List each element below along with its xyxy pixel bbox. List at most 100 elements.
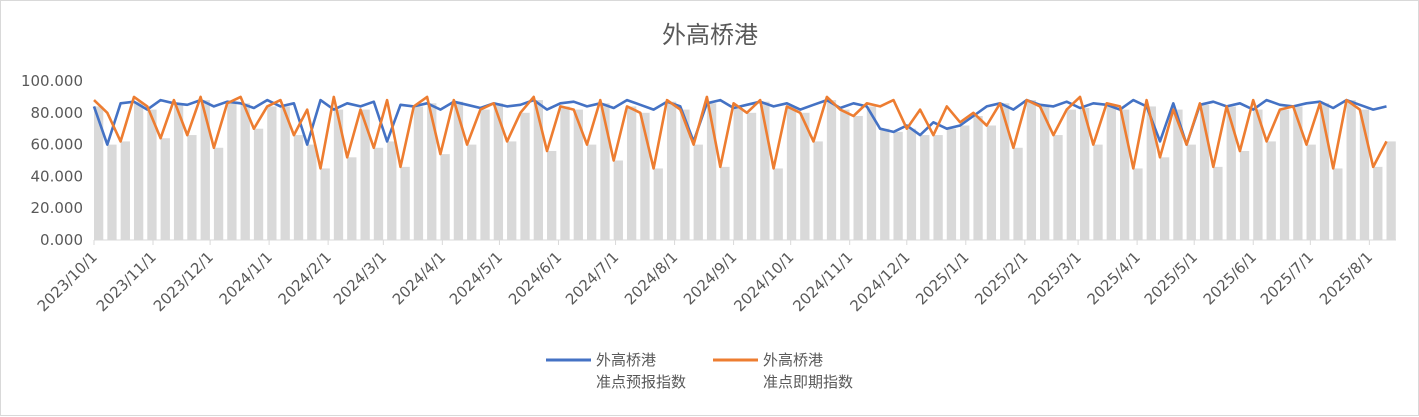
x-tick-label: 2024/5/1 [446,248,506,308]
background-bar [906,128,917,240]
x-tick-label: 2023/10/1 [34,248,101,315]
background-bar [1066,109,1076,241]
background-bar [826,100,837,240]
background-bar [560,106,570,240]
background-bar [94,106,104,240]
background-bar [1186,144,1196,240]
x-tick-label: 2025/5/1 [1141,248,1201,308]
background-bar [187,135,197,240]
background-bars [94,100,1396,241]
background-bar [1226,106,1236,240]
background-bar [533,100,544,240]
background-bar [866,106,877,240]
background-bar [666,101,677,240]
background-bar [1199,104,1210,240]
background-bar [480,109,490,241]
series-line-1 [93,95,1388,170]
background-bar [973,115,983,240]
x-tick-label: 2024/2/1 [275,248,335,308]
x-tick-label: 2023/12/1 [150,248,217,315]
background-bar [507,141,517,240]
background-bar [120,141,130,240]
background-bar [1159,157,1170,240]
background-bar [240,103,250,240]
background-bar [253,128,264,240]
background-bar [946,128,957,240]
y-tick-label: 40.000 [31,167,84,185]
background-bar [333,109,344,241]
background-bar [1093,144,1103,240]
x-tick-label: 2025/4/1 [1084,248,1144,308]
background-bar [1359,109,1370,241]
x-tick-label: 2024/4/1 [389,248,449,308]
background-bar [573,109,583,241]
background-bar [1213,166,1223,240]
background-bar [1146,106,1156,240]
background-bar [1279,109,1290,241]
background-bar [640,112,650,240]
background-bar [440,154,450,240]
x-tick-label: 2024/12/1 [847,248,914,315]
series-lines [92,95,1388,170]
background-bar [1000,103,1010,240]
y-tick-label: 100.000 [21,72,83,90]
background-bar [720,166,730,240]
background-bar [1119,109,1130,241]
background-bar [1173,109,1183,241]
y-tick-label: 20.000 [31,199,84,217]
x-tick-label: 2024/6/1 [505,248,565,308]
background-bar [693,144,703,240]
background-bar [813,141,823,240]
background-bar [786,106,797,240]
background-bar [733,108,743,240]
background-bar [1319,103,1330,240]
background-bar [1266,141,1276,240]
background-bar [960,125,970,240]
background-bar [307,144,317,240]
background-bar [773,168,783,240]
background-bar [1346,100,1356,240]
background-bar [427,103,437,240]
background-bar [280,106,290,240]
background-bar [986,125,997,240]
background-bar [1293,106,1303,240]
background-bar [160,138,170,240]
background-bar [320,168,330,240]
background-bar [1333,168,1343,240]
background-bar [133,101,144,240]
x-tick-label: 2025/7/1 [1257,248,1317,308]
background-bar [467,144,477,240]
x-tick-label: 2024/1/1 [216,248,276,308]
background-bar [880,128,890,240]
background-bar [400,166,410,240]
background-bar [746,112,757,240]
x-tick-label: 2025/6/1 [1200,248,1260,308]
background-bar [1040,106,1050,240]
background-bar [893,131,903,240]
background-bar [600,103,610,240]
background-bar [587,144,597,240]
background-bar [547,150,557,240]
background-bar [147,109,157,241]
background-bar [800,112,810,240]
background-bar [347,157,357,240]
background-bar [653,168,663,240]
background-bar [613,160,623,240]
background-bar [1053,135,1063,240]
background-bar [213,147,224,240]
background-bar [267,106,277,240]
x-tick-label: 2024/9/1 [680,248,740,308]
y-tick-label: 60.000 [31,136,84,154]
background-bar [1239,150,1250,240]
chart-title: 外高桥港 [662,21,758,49]
background-bar [1026,100,1037,240]
background-bar [293,135,304,240]
background-bar [1373,166,1383,240]
background-bar [680,109,690,241]
background-bar [107,144,117,240]
background-bar [413,106,424,240]
legend-label: 准点预报指数 [596,373,686,391]
background-bar [626,106,637,240]
